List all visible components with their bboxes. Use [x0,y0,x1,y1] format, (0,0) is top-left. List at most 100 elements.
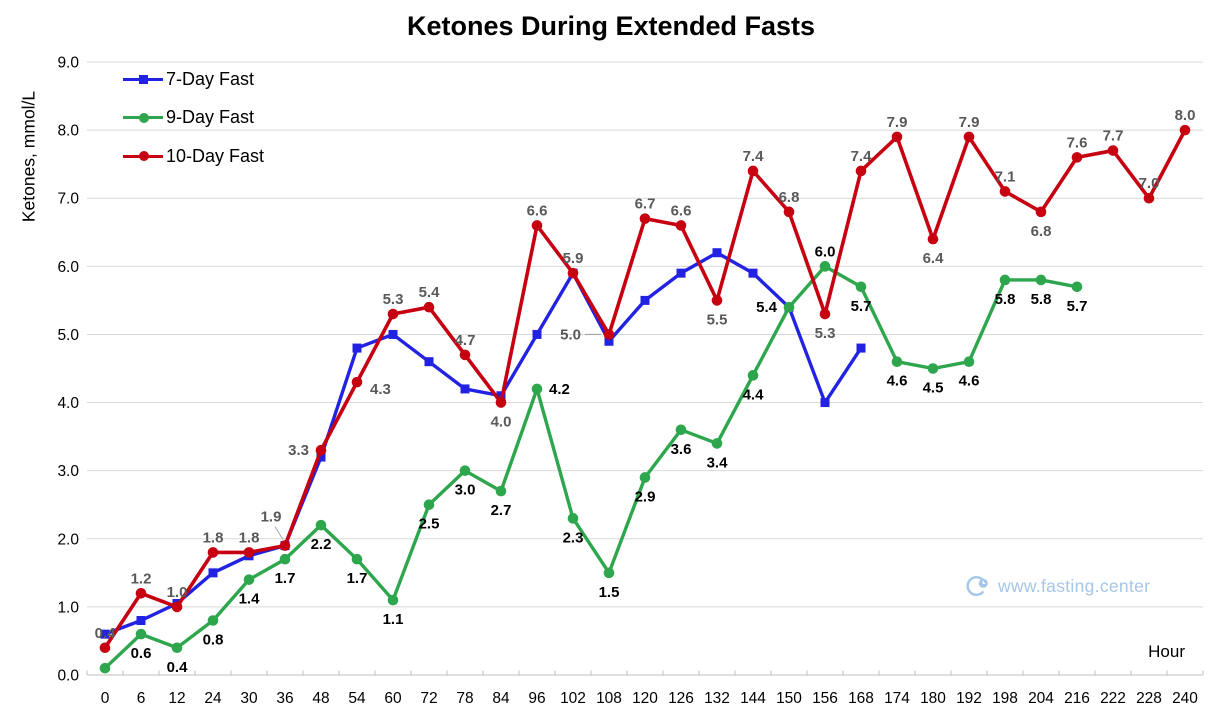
data-point [963,356,975,367]
data-point [387,594,399,606]
x-tick-label: 96 [528,690,545,707]
data-point [99,662,111,674]
data-label: 7.9 [887,114,908,131]
chart-legend: 7-Day Fast 9-Day Fast 10-Day Fast [123,60,264,176]
data-label: 1.7 [275,570,296,587]
data-label: 4.7 [455,332,476,349]
data-label: 7.4 [851,148,873,165]
watermark-text: www.fasting.center [998,575,1151,596]
x-tick-label: 198 [992,690,1018,707]
data-point [171,601,183,613]
data-label: 7.7 [1103,128,1124,145]
data-label: 5.8 [1031,291,1052,308]
y-tick-label: 6.0 [57,259,79,276]
data-point [315,444,327,456]
data-label: 0.8 [203,632,224,649]
data-point [711,295,723,306]
x-tick-label: 54 [348,690,366,707]
data-label: 5.3 [383,291,404,308]
data-point [423,499,435,511]
data-label: 4.5 [923,380,944,397]
data-point [1071,152,1083,163]
data-label: 1.1 [383,611,404,628]
y-tick-label: 0.0 [57,668,79,685]
data-point [316,452,326,462]
x-tick-label: 120 [632,690,658,707]
data-point [927,233,939,245]
data-label: 1.5 [599,584,620,601]
data-label: 3.3 [288,442,309,459]
data-point [855,165,867,177]
watermark: www.fasting.center [965,574,1150,598]
data-point [676,268,686,278]
data-label: 2.7 [491,502,512,519]
data-point [459,465,471,476]
data-point [1071,281,1083,293]
data-point [820,398,830,408]
x-tick-label: 126 [668,690,694,707]
data-label: 1.0 [167,584,188,601]
y-tick-label: 4.0 [57,395,79,412]
data-label: 8.0 [1175,107,1196,124]
data-label: 2.5 [419,516,440,533]
data-point [1179,124,1191,136]
data-point [747,370,759,381]
data-point [459,349,471,361]
data-point [424,357,434,367]
x-tick-label: 6 [137,690,146,707]
data-point [531,383,543,395]
data-label: 3.0 [455,482,476,499]
x-tick-label: 12 [168,690,185,707]
data-point [351,553,363,565]
data-point [531,220,543,231]
x-tick-label: 204 [1028,690,1054,707]
data-label: 5.9 [563,250,584,267]
data-label: 5.4 [419,284,441,301]
data-point [460,384,470,394]
data-point [927,363,939,374]
data-point [315,519,327,531]
legend-item-10-day-fast: 10-Day Fast [123,137,264,176]
data-label: 5.3 [815,325,836,342]
data-label: 2.9 [635,488,656,505]
data-label: 2.3 [563,529,584,546]
data-point [747,165,759,177]
data-point [207,547,219,558]
data-point [495,397,507,408]
data-label: 7.4 [743,148,765,165]
data-label: 6.6 [527,202,548,219]
y-tick-label: 8.0 [57,123,79,140]
data-label: 4.6 [959,373,980,390]
data-point [567,513,579,524]
data-point [675,424,687,436]
data-label: 7.9 [959,114,980,131]
data-label: 5.8 [995,291,1016,308]
data-point [891,356,903,367]
data-label: 7.0 [1139,175,1160,192]
x-tick-label: 228 [1136,690,1162,707]
data-label: 5.0 [560,326,581,343]
y-tick-label: 7.0 [57,191,79,208]
data-point [748,268,758,278]
data-point [388,329,398,339]
x-tick-label: 78 [456,690,473,707]
legend-label: 7-Day Fast [166,68,255,89]
data-label: 3.6 [671,441,692,458]
x-tick-label: 24 [204,690,222,707]
data-point [712,248,722,258]
data-point [855,281,867,293]
data-point [604,336,614,346]
data-point [639,213,651,224]
legend-swatch-icon [123,149,163,163]
data-point [639,472,651,483]
data-point [783,206,795,218]
data-label: 1.2 [131,570,152,587]
data-point [243,574,255,585]
x-tick-label: 180 [920,690,946,707]
y-tick-label: 3.0 [57,463,79,480]
data-label: 5.4 [756,299,778,316]
series-line-7-day-fast [103,251,863,636]
x-tick-label: 174 [884,690,910,707]
data-point [963,131,975,143]
